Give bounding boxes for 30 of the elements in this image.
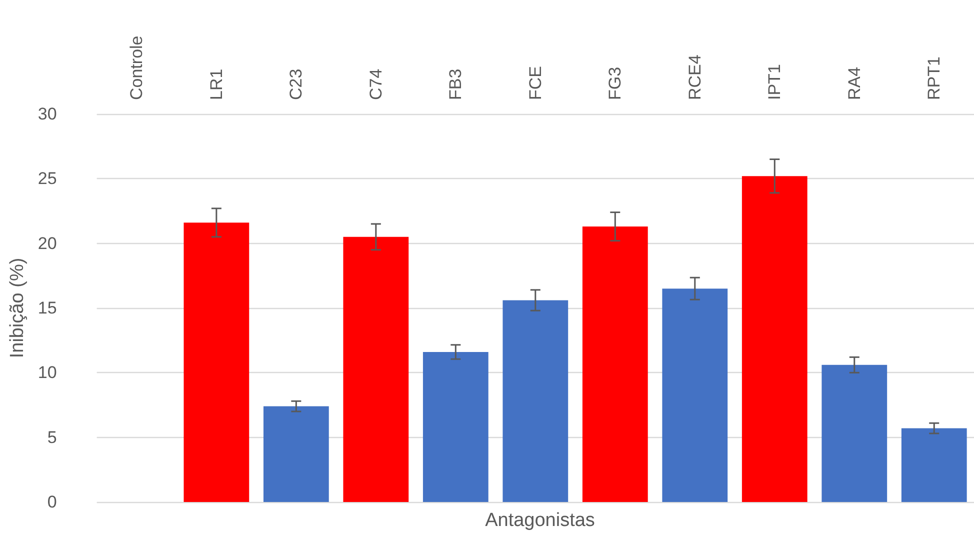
x-tick-label: FG3 — [606, 66, 625, 100]
x-tick-label: Controle — [127, 36, 146, 100]
x-tick-label: FCE — [526, 66, 545, 100]
bar — [742, 176, 808, 502]
bar — [662, 288, 728, 502]
x-tick-label: C74 — [366, 68, 386, 100]
y-tick-label: 20 — [38, 234, 57, 253]
x-tick-label: RCE4 — [685, 54, 704, 100]
y-tick-label: 15 — [38, 298, 57, 318]
x-axis-title: Antagonistas — [485, 510, 595, 531]
bar — [502, 300, 568, 502]
bar — [422, 352, 488, 502]
y-tick-label: 25 — [38, 169, 57, 188]
bar — [343, 236, 409, 502]
bar — [582, 226, 648, 502]
x-tick-label: IPT1 — [765, 64, 784, 100]
y-tick-label: 5 — [47, 428, 57, 447]
y-tick-label: 30 — [38, 104, 57, 124]
bar — [822, 364, 888, 502]
x-tick-label: RPT1 — [924, 56, 944, 100]
y-tick-label: 0 — [47, 492, 57, 512]
bar — [263, 406, 329, 502]
x-tick-label: RA4 — [844, 66, 864, 100]
x-tick-label: C23 — [286, 68, 306, 100]
y-axis-title: Inibição (%) — [7, 258, 28, 358]
bar — [901, 428, 967, 502]
bar — [184, 222, 250, 502]
x-tick-label: LR1 — [206, 68, 226, 100]
y-tick-label: 10 — [38, 363, 57, 382]
x-tick-label: FB3 — [446, 68, 466, 100]
